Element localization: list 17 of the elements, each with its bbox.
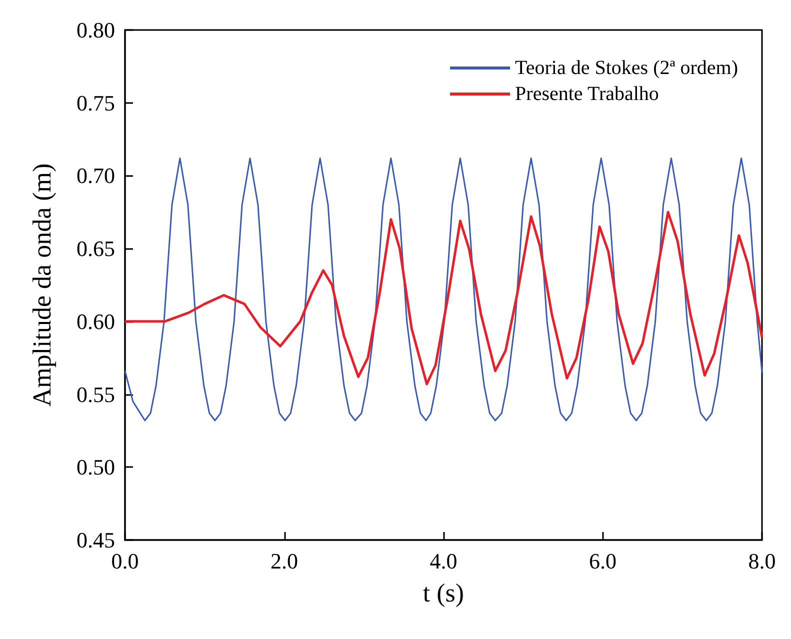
y-axis-title: Amplitude da onda (m)	[28, 163, 56, 407]
y-tick-label: 0.60	[76, 308, 115, 334]
y-tick-label: 0.65	[76, 236, 115, 262]
x-tick-label: 6.0	[589, 548, 616, 574]
line-series	[124, 210, 764, 386]
x-axis-title: t (s)	[422, 578, 464, 608]
y-tick-label: 0.75	[76, 90, 115, 116]
y-tick-label: 0.70	[76, 163, 115, 188]
x-tick-label: 2.0	[270, 548, 298, 574]
y-tick-label: 0.55	[76, 382, 115, 407]
y-tick-label: 0.50	[76, 454, 115, 480]
legend-label: Presente Trabalho	[515, 83, 659, 105]
legend-label: Teoria de Stokes (2ª ordem)	[515, 57, 738, 79]
line-series	[124, 157, 763, 422]
x-tick-label: 4.0	[430, 548, 458, 574]
y-tick-label: 0.80	[76, 18, 115, 42]
x-tick-label: 8.0	[748, 548, 776, 574]
